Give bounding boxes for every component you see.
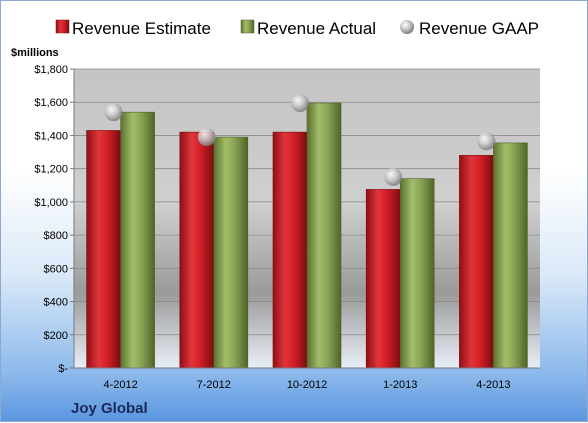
x-tick-label: 4-2013 [476,379,510,391]
legend: Revenue Estimate Revenue Actual Revenue … [55,19,539,38]
y-tick-label: $- [58,363,68,375]
bars [86,102,528,369]
bar-revenue-actual [306,102,342,369]
x-tick-label: 10-2012 [287,379,327,391]
bar-revenue-actual [120,111,155,369]
x-tick-label: 7-2012 [197,379,231,391]
bar-revenue-estimate [272,131,308,369]
gaap-markers [104,94,496,186]
bar-revenue-actual [493,142,528,369]
x-axis-ticks: 4-2012 7-2012 10-2012 1-2013 4-2013 [103,379,510,391]
y-tick-label: $600 [44,263,68,275]
marker-revenue-gaap [197,128,216,147]
bar-revenue-estimate [459,155,494,369]
x-tick-label: 4-2012 [103,379,137,391]
y-axis-ticks: $- $200 $400 $600 $800 $1,000 $1,200 $1,400 $1,6… [34,64,74,375]
marker-revenue-gaap [291,94,309,113]
bar-revenue-actual [399,178,435,369]
y-tick-label: $400 [44,297,68,309]
y-tick-label: $200 [44,330,68,342]
company-name: Joy Global [71,400,148,417]
bar-revenue-estimate [179,131,215,369]
legend-swatch-actual [240,19,255,34]
legend-label-estimate: Revenue Estimate [72,19,211,38]
legend-swatch-gaap [400,20,414,34]
y-tick-label: $1,000 [34,197,68,209]
legend-swatch-estimate [55,19,70,34]
x-tick-label: 1-2013 [383,379,417,391]
unit-label: $millions [11,47,59,59]
y-tick-label: $800 [44,230,68,242]
y-tick-label: $1,800 [34,64,68,76]
y-tick-label: $1,200 [34,164,68,176]
marker-revenue-gaap [104,103,123,122]
y-tick-label: $1,600 [34,97,68,109]
bar-revenue-estimate [365,189,401,369]
marker-revenue-gaap [384,167,403,186]
y-tick-label: $1,400 [34,130,68,142]
bar-revenue-actual [213,136,249,369]
bar-revenue-estimate [86,130,121,369]
legend-label-actual: Revenue Actual [257,19,376,38]
legend-label-gaap: Revenue GAAP [419,19,539,38]
marker-revenue-gaap [477,132,496,151]
